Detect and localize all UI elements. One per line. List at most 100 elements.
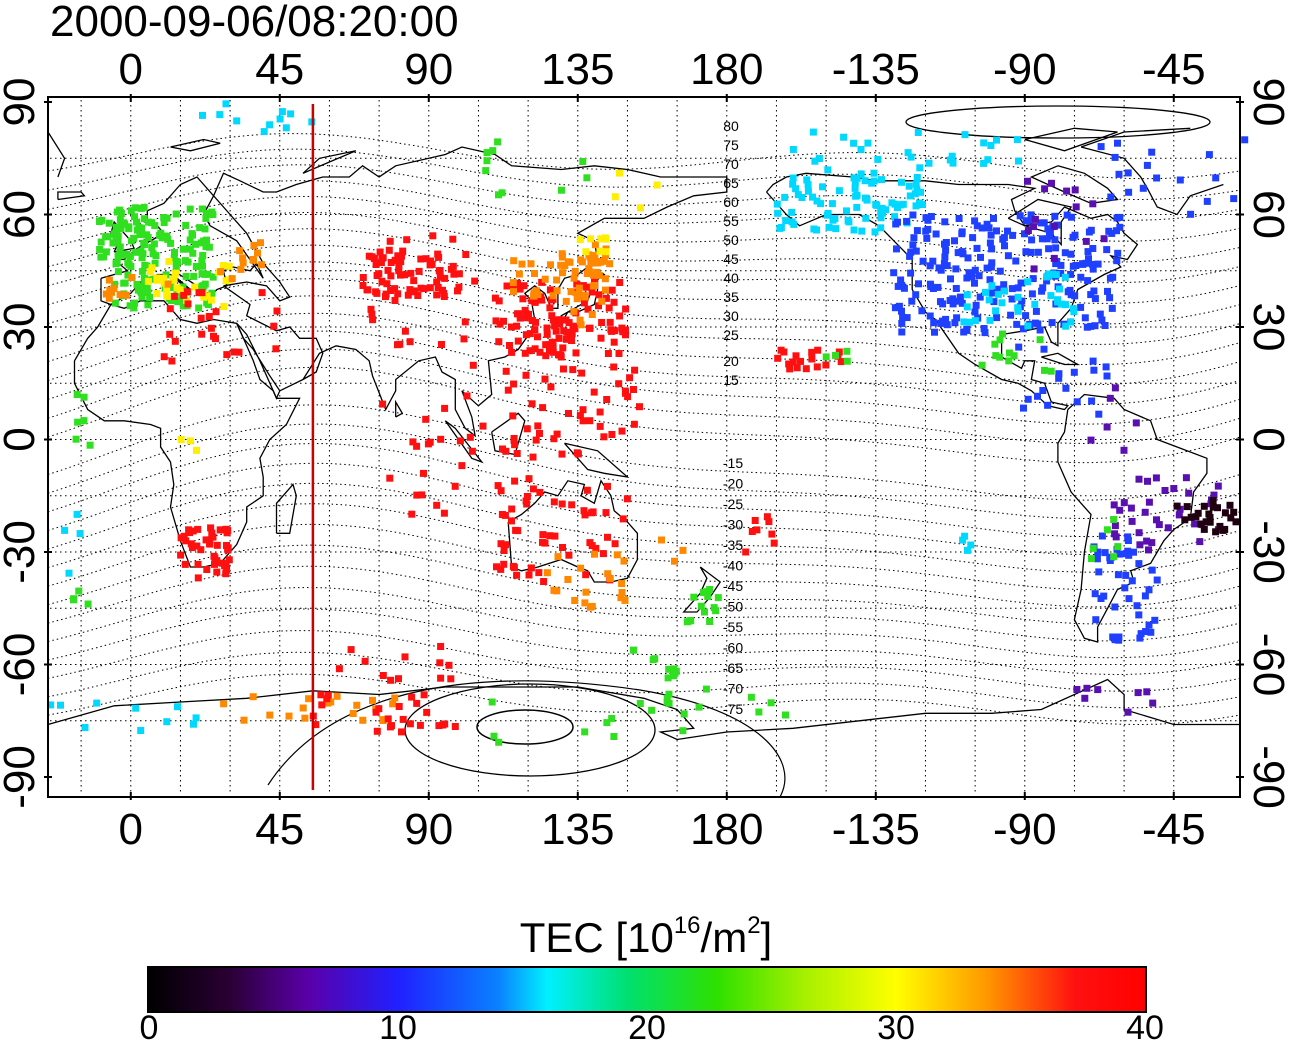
tec-cell [626, 374, 634, 382]
tec-cell [510, 436, 518, 444]
tec-cell [546, 304, 554, 312]
tec-cell [549, 292, 557, 300]
colorbar-tick-label: 20 [628, 1009, 666, 1047]
tec-cell [520, 282, 528, 290]
tec-cell [301, 714, 309, 722]
tec-cell [490, 732, 498, 740]
tec-cell [767, 699, 775, 707]
tec-cell [359, 274, 367, 281]
tec-cell [588, 288, 596, 296]
tec-cell [1148, 566, 1156, 574]
tec-cell [395, 262, 403, 269]
tec-cell [95, 218, 103, 225]
tec-cell [218, 526, 226, 534]
tec-cell [222, 562, 230, 570]
tec-cell [565, 410, 572, 417]
tec-cell [1139, 184, 1147, 192]
tec-cell [1110, 516, 1118, 523]
contour-label: -40 [723, 558, 743, 574]
tec-cell [223, 529, 231, 537]
tec-cell [575, 284, 583, 292]
tec-cell [942, 246, 950, 254]
tec-cell [588, 542, 596, 550]
tec-cell [440, 509, 448, 517]
tec-cell [204, 270, 212, 278]
tec-cell [556, 320, 564, 328]
tec-cell [1095, 410, 1103, 418]
tec-cell [420, 691, 428, 699]
contour-line [47, 133, 1241, 180]
tec-cell [116, 291, 124, 299]
tec-cell [599, 550, 607, 558]
tec-cell [160, 219, 168, 227]
tec-cell [1024, 395, 1032, 403]
tec-cell [1007, 311, 1015, 319]
tec-cell [617, 594, 625, 602]
tec-cell [853, 174, 861, 182]
tec-cell [386, 723, 394, 731]
tec-cell [851, 178, 859, 186]
tec-cell [1185, 489, 1193, 497]
tec-cell [455, 283, 463, 291]
tec-cell [167, 297, 175, 304]
tec-cell [773, 200, 781, 208]
tec-cell [166, 305, 174, 313]
tec-cell [987, 142, 995, 149]
tec-cell [508, 505, 516, 513]
tec-cell [620, 557, 628, 565]
tec-cell [460, 335, 468, 343]
tec-cell [695, 703, 703, 711]
tec-cell [1016, 212, 1024, 220]
tec-cell [781, 193, 789, 201]
tec-cell [1056, 285, 1063, 293]
tec-cell [985, 296, 993, 304]
tec-cell [926, 262, 934, 270]
tec-cell [700, 589, 707, 596]
tec-cell [648, 706, 656, 714]
tec-cell [809, 193, 816, 201]
axis-labels: 0 45 90 135 180 -135 -90 -450 45 90 135 180 -135 -90-… [0, 45, 1292, 854]
tec-cell [585, 265, 593, 273]
tec-cell [548, 312, 556, 320]
tec-cell [980, 159, 988, 167]
tec-cell [1145, 546, 1152, 554]
tec-cell [965, 269, 973, 277]
tec-cell [391, 285, 399, 293]
tec-cell [789, 180, 797, 188]
tec-cell [1054, 298, 1062, 306]
tec-cell [333, 692, 341, 700]
tec-cell [1227, 514, 1235, 522]
madagascar-coast [275, 483, 297, 534]
tec-cell [213, 541, 221, 549]
tec-cell [927, 213, 935, 220]
right-lat-label: -30 [1244, 520, 1292, 584]
tec-cell [455, 270, 463, 278]
tec-cell [522, 331, 530, 339]
tec-cell [992, 352, 1000, 360]
tec-cell [794, 191, 802, 199]
tick-left [44, 213, 52, 216]
tec-cell [440, 290, 448, 297]
tec-cell [1173, 502, 1181, 510]
tec-cell [630, 646, 637, 654]
tec-cell [536, 430, 543, 437]
tec-cell [114, 252, 122, 260]
tec-cell [1072, 203, 1080, 211]
tec-cell [160, 214, 168, 221]
tec-cell [960, 318, 968, 326]
contour-label: -55 [723, 619, 743, 635]
tec-cell [174, 258, 181, 266]
tec-cell [386, 237, 394, 245]
tick-bottom [576, 792, 579, 800]
bottom-lon-label: -45 [1142, 805, 1206, 854]
tec-cell [451, 482, 459, 490]
tick-right [1236, 551, 1244, 553]
tick-bottom [278, 792, 281, 800]
tec-cell [552, 327, 560, 335]
tec-cell [813, 197, 821, 205]
colorbar-tick-label: 30 [877, 1009, 915, 1047]
tec-cell [604, 570, 612, 578]
tec-cell [952, 285, 960, 292]
tec-cell [606, 318, 614, 326]
tec-cell [777, 224, 785, 231]
